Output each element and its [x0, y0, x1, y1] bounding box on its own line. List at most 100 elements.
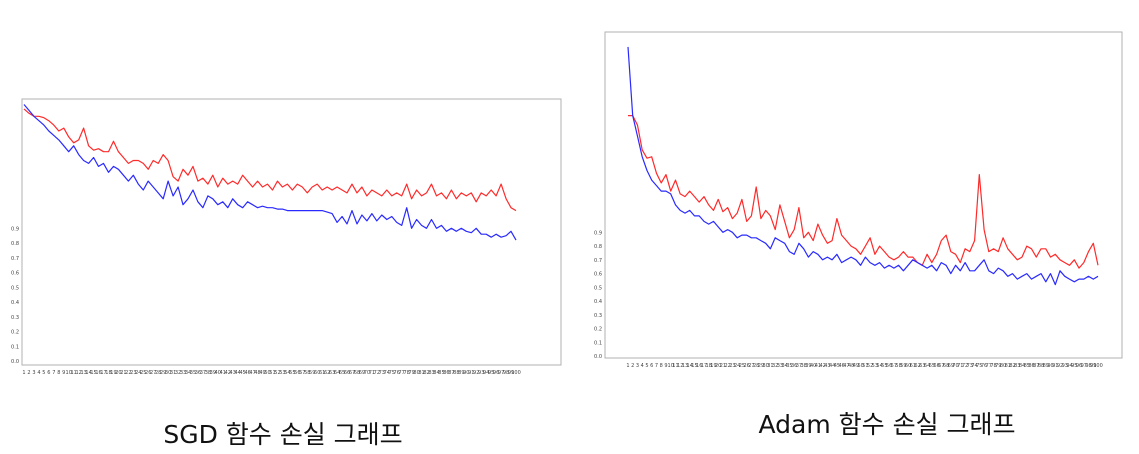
adam-x-tick-label: 83	[1014, 363, 1020, 369]
sgd-x-tick-label: 36	[195, 370, 201, 376]
adam-x-tick-label: 87	[1033, 363, 1039, 369]
adam-x-tick-label: 99	[1090, 363, 1096, 369]
sgd-x-tick-label: 90	[463, 370, 469, 376]
adam-x-tick-label: 42	[819, 363, 825, 369]
sgd-x-tick-label: 69	[359, 370, 365, 376]
sgd-x-tick-label: 67	[349, 370, 355, 376]
adam-x-tick-label: 94	[1066, 363, 1072, 369]
sgd-x-tick-label: 1	[22, 370, 25, 376]
adam-series-line-red	[628, 114, 1099, 269]
sgd-x-tick-label: 75	[389, 370, 395, 376]
adam-x-tick-label: 40	[810, 363, 816, 369]
sgd-y-tick-label: 0.0	[11, 359, 19, 365]
sgd-x-tick-label: 15	[90, 370, 96, 376]
adam-x-tick-label: 28	[753, 363, 759, 369]
adam-x-tick-label: 15	[691, 363, 697, 369]
adam-x-tick-label: 4	[641, 363, 644, 369]
adam-x-tick-label: 45	[834, 363, 840, 369]
sgd-x-tick-label: 65	[339, 370, 345, 376]
sgd-x-tick-label: 5	[42, 370, 45, 376]
adam-x-tick-label: 5	[645, 363, 648, 369]
adam-x-tick-label: 82	[1009, 363, 1015, 369]
sgd-y-tick-label: 0.8	[11, 241, 19, 247]
sgd-x-tick-label: 68	[354, 370, 360, 376]
sgd-x-tick-label: 40	[215, 370, 221, 376]
sgd-x-tick-label: 80	[413, 370, 419, 376]
sgd-x-tick-label: 78	[403, 370, 409, 376]
sgd-x-tick-label: 51	[269, 370, 275, 376]
adam-x-tick-label: 52	[867, 363, 873, 369]
adam-x-tick-label: 44	[829, 363, 835, 369]
adam-x-tick-label: 49	[853, 363, 859, 369]
adam-y-tick-label: 0.2	[594, 327, 602, 333]
sgd-x-tick-label: 27	[150, 370, 156, 376]
sgd-x-tick-label: 53	[279, 370, 285, 376]
sgd-x-tick-label: 89	[458, 370, 464, 376]
sgd-x-tick-label: 72	[374, 370, 380, 376]
sgd-x-tick-label: 54	[284, 370, 290, 376]
sgd-x-tick-label: 25	[140, 370, 146, 376]
adam-x-tick-label: 92	[1057, 363, 1063, 369]
adam-x-tick-label: 31	[767, 363, 773, 369]
sgd-x-tick-label: 45	[239, 370, 245, 376]
adam-x-tick-label: 98	[1085, 363, 1091, 369]
adam-x-tick-label: 48	[848, 363, 854, 369]
adam-x-tick-label: 84	[1019, 363, 1025, 369]
sgd-x-tick-label: 48	[254, 370, 260, 376]
adam-x-tick-label: 50	[857, 363, 863, 369]
sgd-x-tick-label: 88	[453, 370, 459, 376]
sgd-x-tick-label: 26	[145, 370, 151, 376]
adam-x-tick-label: 97	[1081, 363, 1087, 369]
sgd-x-tick-label: 96	[493, 370, 499, 376]
sgd-x-tick-label: 74	[384, 370, 390, 376]
adam-x-tick-label: 24	[734, 363, 740, 369]
adam-x-tick-label: 89	[1043, 363, 1049, 369]
sgd-x-tick-label: 52	[274, 370, 280, 376]
adam-plot-frame	[604, 31, 1123, 359]
adam-x-tick-label: 13	[682, 363, 688, 369]
sgd-x-tick-label: 3	[32, 370, 35, 376]
sgd-y-tick-label: 0.9	[11, 226, 19, 232]
sgd-x-tick-label: 86	[443, 370, 449, 376]
sgd-x-tick-label: 4	[37, 370, 40, 376]
adam-x-tick-label: 85	[1024, 363, 1030, 369]
adam-x-tick-label: 1	[626, 363, 629, 369]
adam-x-tick-label: 58	[895, 363, 901, 369]
adam-y-tick-label: 0.7	[594, 258, 602, 264]
adam-x-tick-label: 43	[824, 363, 830, 369]
adam-x-tick-label: 46	[838, 363, 844, 369]
adam-x-tick-label: 63	[919, 363, 925, 369]
adam-x-tick-label: 100	[1093, 363, 1103, 369]
adam-x-tick-label: 2	[631, 363, 634, 369]
sgd-x-tick-label: 11	[71, 370, 77, 376]
adam-x-tick-label: 88	[1038, 363, 1044, 369]
sgd-x-tick-label: 81	[418, 370, 424, 376]
adam-y-tick-label: 0.8	[594, 244, 602, 250]
adam-x-tick-label: 32	[772, 363, 778, 369]
sgd-x-tick-label: 66	[344, 370, 350, 376]
sgd-x-tick-label: 61	[319, 370, 325, 376]
adam-x-tick-label: 26	[743, 363, 749, 369]
adam-x-tick-label: 75	[976, 363, 982, 369]
adam-x-tick-label: 93	[1062, 363, 1068, 369]
sgd-x-tick-label: 64	[334, 370, 340, 376]
sgd-x-tick-label: 76	[394, 370, 400, 376]
adam-x-tick-label: 62	[914, 363, 920, 369]
sgd-x-tick-label: 24	[135, 370, 141, 376]
adam-x-tick-label: 21	[720, 363, 726, 369]
adam-loss-chart: 0.0 0.1 0.2 0.3 0.4 0.5 0.6 0.7 0.8 0.9 1 2 3 4 5 6 7 8 9 1…	[586, 30, 1126, 385]
adam-x-tick-label: 55	[881, 363, 887, 369]
sgd-series-line-blue	[23, 104, 517, 241]
sgd-chart-caption: SGD 함수 손실 그래프	[163, 420, 403, 449]
adam-x-tick-label: 71	[957, 363, 963, 369]
adam-x-tick-label: 36	[791, 363, 797, 369]
sgd-x-tick-label: 8	[57, 370, 60, 376]
adam-x-tick-label: 29	[758, 363, 764, 369]
adam-x-tick-label: 61	[910, 363, 916, 369]
sgd-x-tick-label: 47	[249, 370, 255, 376]
adam-x-tick-label: 12	[677, 363, 683, 369]
sgd-x-tick-label: 79	[408, 370, 414, 376]
adam-x-tick-label: 69	[948, 363, 954, 369]
adam-x-tick-label: 20	[715, 363, 721, 369]
sgd-x-tick-label: 2	[27, 370, 30, 376]
